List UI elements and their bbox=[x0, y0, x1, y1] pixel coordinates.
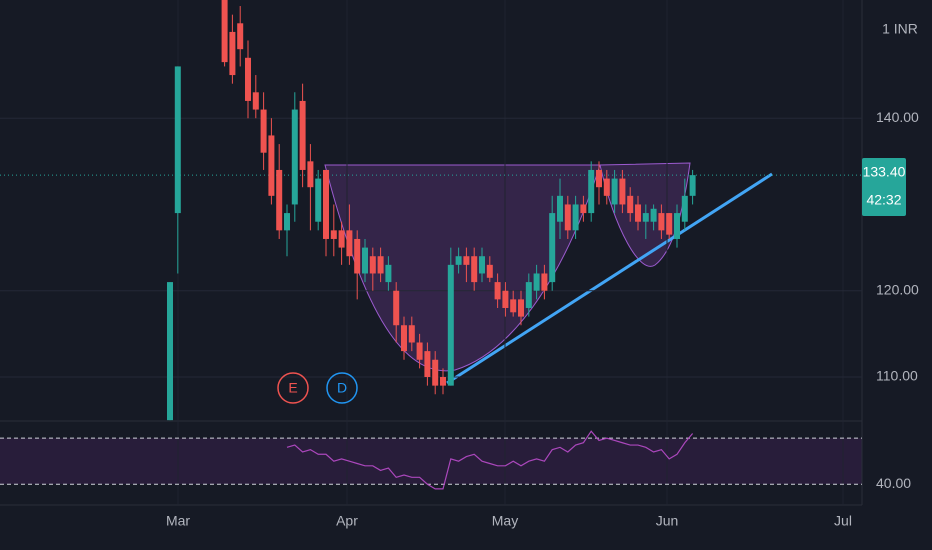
candle-body bbox=[455, 256, 462, 265]
y-tick-label: 120.00 bbox=[876, 281, 919, 297]
candle-body bbox=[627, 195, 634, 214]
currency-label[interactable]: 1 INR bbox=[882, 21, 918, 37]
candle-body bbox=[681, 195, 688, 222]
candle-body bbox=[229, 31, 236, 76]
candle-body bbox=[572, 204, 579, 231]
candle-body bbox=[401, 325, 407, 352]
candle-body bbox=[440, 377, 446, 386]
candle-body bbox=[245, 57, 251, 101]
candle-body bbox=[299, 100, 306, 170]
candle-body bbox=[510, 299, 517, 313]
candle-body bbox=[385, 264, 392, 283]
candle-body bbox=[432, 359, 439, 386]
earnings-marker[interactable] bbox=[277, 372, 309, 404]
candle-body bbox=[486, 264, 493, 278]
candle-body bbox=[635, 204, 641, 222]
candle-body bbox=[588, 169, 595, 214]
candle-body bbox=[393, 290, 400, 326]
candle-body bbox=[330, 230, 337, 239]
candle-body bbox=[424, 351, 431, 378]
candle-body bbox=[533, 273, 540, 291]
candle-body bbox=[276, 169, 283, 231]
candle-body bbox=[260, 109, 267, 153]
candle-body bbox=[338, 230, 345, 248]
candle-body bbox=[479, 256, 485, 274]
candle-body bbox=[596, 169, 602, 188]
candle-body bbox=[268, 135, 275, 196]
earnings-label[interactable]: E bbox=[288, 380, 297, 396]
x-tick-label: May bbox=[492, 513, 518, 529]
candle-body bbox=[354, 238, 361, 274]
plot: Mar Apr May Jun Jul 140.00 120.00 110.00 40.00 bbox=[0, 0, 919, 529]
last-price-label: 133.40 bbox=[863, 164, 906, 180]
candle-body bbox=[619, 178, 626, 205]
candle-body bbox=[564, 204, 571, 231]
candle-body bbox=[237, 23, 244, 50]
rsi-tick-label: 40.00 bbox=[876, 475, 911, 491]
candle-body bbox=[221, 0, 228, 63]
y-tick-label: 110.00 bbox=[876, 368, 918, 384]
candle-body bbox=[463, 256, 470, 265]
countdown: 42:32 bbox=[866, 192, 901, 208]
candle-body bbox=[541, 273, 548, 291]
candle-body bbox=[642, 213, 649, 222]
candle-body bbox=[471, 256, 478, 283]
trend-line bbox=[446, 172, 773, 385]
candle-body bbox=[447, 264, 454, 386]
candle-body bbox=[549, 213, 556, 283]
rsi-band-fill bbox=[0, 438, 862, 484]
x-tick-label: Jun bbox=[656, 513, 679, 529]
candle-body bbox=[323, 169, 329, 239]
x-tick-label: Mar bbox=[166, 513, 190, 529]
y-tick-label: 140.00 bbox=[876, 109, 919, 125]
candle-body bbox=[167, 282, 173, 421]
candle-body bbox=[346, 230, 353, 257]
candle-body bbox=[315, 178, 322, 222]
candle-body bbox=[291, 109, 298, 205]
candle-body bbox=[525, 282, 532, 308]
candle-body bbox=[611, 178, 618, 205]
dividend-label[interactable]: D bbox=[337, 380, 347, 396]
x-tick-label: Apr bbox=[336, 513, 358, 529]
candle-body bbox=[284, 213, 290, 231]
candle-body bbox=[362, 247, 368, 274]
candle-body bbox=[252, 92, 259, 110]
last-price-box bbox=[862, 158, 906, 216]
dividend-marker[interactable] bbox=[326, 372, 358, 404]
candle-body bbox=[416, 342, 423, 360]
candle-body bbox=[494, 282, 501, 300]
candle-body bbox=[650, 208, 657, 222]
candle-body bbox=[174, 66, 181, 214]
candle-body bbox=[666, 213, 673, 235]
candle-body bbox=[689, 175, 696, 196]
candle-body bbox=[674, 213, 680, 239]
candle-body bbox=[369, 256, 376, 274]
rsi-line bbox=[286, 430, 694, 490]
candle-body bbox=[408, 325, 415, 343]
x-tick-label: Jul bbox=[834, 513, 852, 529]
candle-body bbox=[307, 161, 314, 188]
candle-body bbox=[377, 256, 384, 274]
candle-body bbox=[658, 213, 665, 231]
candle-body bbox=[557, 195, 563, 222]
candle-body bbox=[580, 204, 587, 214]
candle-body bbox=[518, 299, 524, 317]
candle-body bbox=[502, 290, 509, 308]
candle-body bbox=[603, 178, 610, 196]
